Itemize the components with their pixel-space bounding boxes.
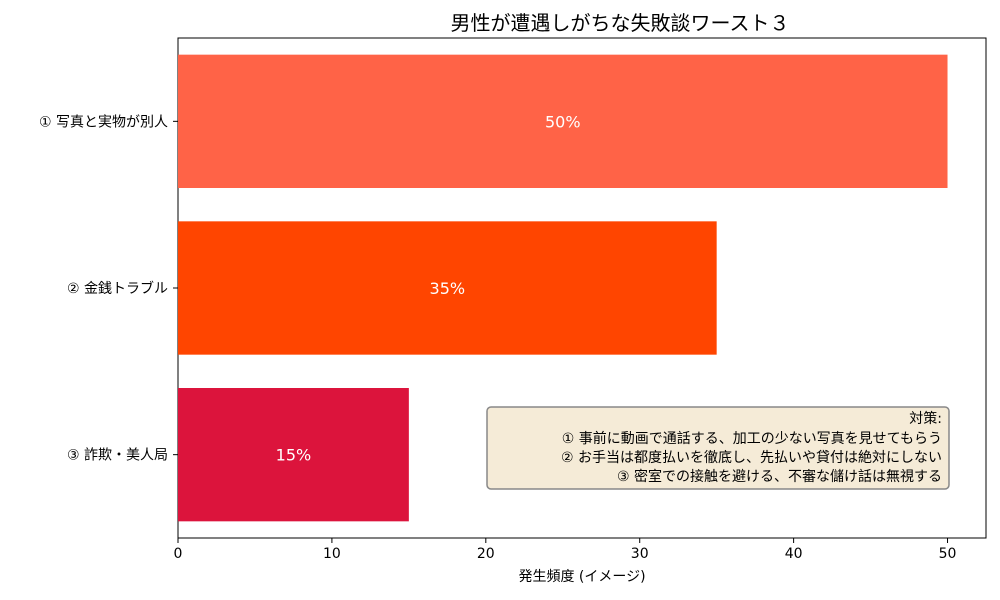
chart-title: 男性が遭遇しがちな失敗談ワースト３	[451, 11, 790, 35]
bars-group	[178, 54, 948, 522]
category-label-3: ③ 詐欺・美人局	[67, 448, 168, 464]
bar-value-labels: 50% 35% 15%	[276, 112, 581, 464]
bar-value-label-2: 35%	[430, 279, 466, 298]
note-heading: 対策:	[909, 410, 942, 427]
x-tick-label-3: 30	[631, 546, 649, 562]
bar-1	[178, 54, 948, 188]
note-box	[486, 406, 950, 490]
category-labels: ① 写真と実物が別人 ② 金銭トラブル ③ 詐欺・美人局	[39, 114, 178, 464]
category-label-2: ② 金銭トラブル	[67, 280, 168, 297]
x-tick-label-2: 20	[477, 546, 495, 562]
category-label-1: ① 写真と実物が別人	[39, 114, 168, 130]
note-line-3: ③ 密室での接触を避ける、不審な儲け話は無視する	[617, 468, 942, 485]
bar-value-label-3: 15%	[276, 446, 312, 465]
x-tick-label-0: 0	[174, 546, 183, 562]
note-line-2: ② お手当は都度払いを徹底し、先払いや貸付は絶対にしない	[561, 450, 942, 466]
bar-3	[178, 388, 409, 522]
x-axis-label: 発生頻度 (イメージ)	[518, 569, 645, 585]
countermeasure-note: 対策: ① 事前に動画で通話する、加工の少ない写真を見せてもらう ② お手当は都…	[486, 406, 950, 490]
x-axis-ticks: 0 10 20 30 40 50	[174, 538, 957, 562]
bar-2	[178, 221, 717, 355]
note-line-1: ① 事前に動画で通話する、加工の少ない写真を見せてもらう	[562, 430, 942, 447]
bar-value-label-1: 50%	[545, 112, 581, 131]
x-tick-label-4: 40	[785, 546, 803, 562]
x-tick-label-1: 10	[323, 546, 341, 562]
x-tick-label-5: 50	[939, 546, 957, 562]
